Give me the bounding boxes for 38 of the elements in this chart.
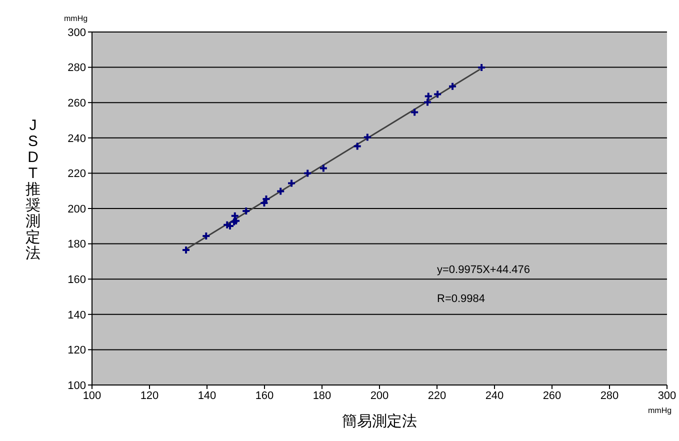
x-tick-label: 280	[600, 390, 619, 402]
y-tick-label: 280	[68, 62, 86, 74]
x-tick-label: 240	[485, 390, 504, 402]
text: mmHg	[64, 14, 88, 23]
y-tick-label: 140	[68, 309, 86, 322]
point	[276, 186, 286, 196]
point	[362, 132, 372, 142]
y-tick-label: 220	[68, 168, 86, 180]
x-tick-label: 160	[255, 390, 274, 402]
x-tick-label: 220	[428, 390, 446, 402]
x-tick-label: 140	[198, 390, 216, 402]
x-tick-label: 260	[542, 390, 562, 402]
x-tick-label: 300	[658, 390, 676, 402]
y-tick-label: 100	[68, 380, 86, 392]
point	[433, 90, 442, 99]
point	[352, 142, 362, 151]
y-tick-label: 240	[68, 132, 86, 145]
y-tick-label: 260	[68, 98, 86, 110]
annotation: y=0.9975X+44.476	[437, 264, 530, 276]
y-tick-label: 180	[68, 238, 86, 251]
x-tick-label: 200	[370, 390, 389, 402]
text: mmHg	[648, 406, 672, 415]
point	[424, 92, 433, 101]
x-axis-title: 簡易測定法	[341, 412, 418, 431]
x-tick-label: 100	[82, 390, 102, 402]
y-tick-label: 200	[68, 203, 86, 216]
x-tick-label: 180	[312, 390, 332, 402]
point	[287, 178, 296, 188]
point	[303, 168, 312, 178]
y-tick-label: 120	[68, 344, 86, 357]
y-tick-label: 300	[68, 26, 86, 39]
point	[318, 164, 328, 173]
point	[448, 82, 458, 91]
annotation: R=0.9984	[437, 293, 486, 305]
point	[410, 108, 420, 117]
x-tick-label: 120	[140, 390, 159, 402]
y-tick-label: 160	[68, 274, 86, 286]
text: JSDT推奨測定法	[26, 117, 40, 262]
